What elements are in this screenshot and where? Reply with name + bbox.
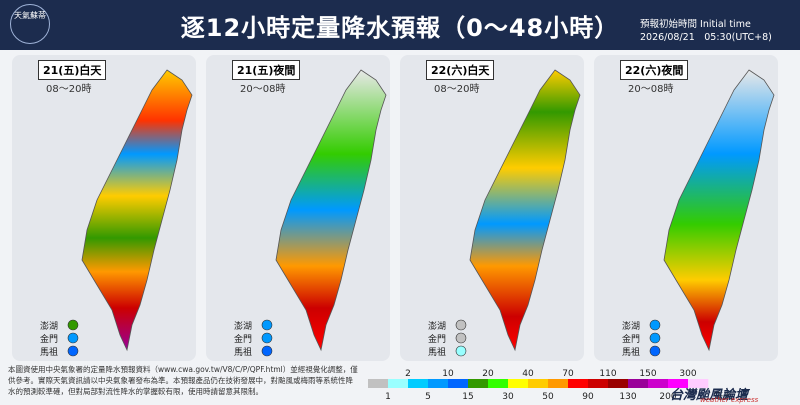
legend-label: 30 [502,392,514,402]
island-label: 馬祖 [40,348,59,358]
island-dot [649,345,661,357]
island-label: 澎湖 [234,322,253,332]
island-label: 澎湖 [40,322,59,332]
panel-time: 08～20時 [434,84,480,95]
brand-sub: weather express [700,396,759,404]
legend-label: 15 [462,392,473,402]
legend-swatch [668,379,689,388]
legend-swatch [528,379,549,388]
panel-label: 21(五)夜間 [232,60,301,80]
legend-label: 130 [619,392,636,402]
legend-swatch [428,379,449,388]
taiwan-map [663,69,775,352]
legend-label: 40 [522,369,534,379]
island-label: 金門 [234,335,253,345]
legend-label: 90 [582,392,594,402]
legend-label: 300 [679,369,696,379]
panel-time: 20～08時 [628,84,674,95]
legend-swatch [368,379,389,388]
legend-swatch [388,379,409,388]
note: 本圖資使用中央氣象署的定量降水預報資料（www.cwa.gov.tw/V8/C/… [8,365,358,396]
legend-swatch [568,379,589,388]
island-label: 馬祖 [234,348,253,358]
legend-label: 10 [442,369,454,379]
island-dot [67,319,79,331]
legend-unit: 毫米 [714,390,732,402]
taiwan-map [469,69,581,352]
brand: 台灣颱風論壇 [670,388,749,403]
header-bar [0,0,800,50]
island-label: 馬祖 [428,348,447,358]
island-dot [455,332,467,344]
legend-label: 70 [562,369,574,379]
logo: 天氣蘇蒂 [10,4,50,44]
taiwan-map [275,69,387,352]
legend-swatch [688,379,709,388]
legend-swatch [488,379,509,388]
title: 逐12小時定量降水預報（0～48小時） [180,14,620,42]
panel-label: 21(五)白天 [38,60,107,80]
legend-swatch [468,379,489,388]
island-label: 金門 [40,335,59,345]
island-dot [261,319,273,331]
island-dot [455,319,467,331]
legend-label: 200 [659,392,676,402]
island-label: 馬祖 [622,348,641,358]
init-label: 預報初始時間 Initial time [640,19,751,30]
legend-label: 1 [385,392,391,402]
legend-swatch [588,379,609,388]
island-dot [261,345,273,357]
legend-swatch [548,379,569,388]
island-label: 澎湖 [428,322,447,332]
island-dot [649,332,661,344]
legend-label: 110 [599,369,616,379]
legend-label: 2 [405,369,411,379]
panel-time: 20～08時 [240,84,286,95]
island-dot [261,332,273,344]
legend-swatch [628,379,649,388]
panel-label: 22(六)白天 [426,60,495,80]
legend-swatch [608,379,629,388]
island-dot [67,345,79,357]
legend-swatch [648,379,669,388]
legend-swatch [508,379,529,388]
legend-label: 20 [482,369,494,379]
island-dot [67,332,79,344]
island-label: 金門 [428,335,447,345]
island-dot [455,345,467,357]
taiwan-map [81,69,193,352]
legend-label: 5 [425,392,431,402]
panel-time: 08～20時 [46,84,92,95]
island-label: 澎湖 [622,322,641,332]
legend-label: 150 [639,369,656,379]
init-time: 2026/08/21 05:30(UTC+8) [640,32,772,43]
island-dot [649,319,661,331]
panel-label: 22(六)夜間 [620,60,689,80]
legend-swatch [448,379,469,388]
legend-swatch [408,379,429,388]
island-label: 金門 [622,335,641,345]
legend-label: 50 [542,392,554,402]
